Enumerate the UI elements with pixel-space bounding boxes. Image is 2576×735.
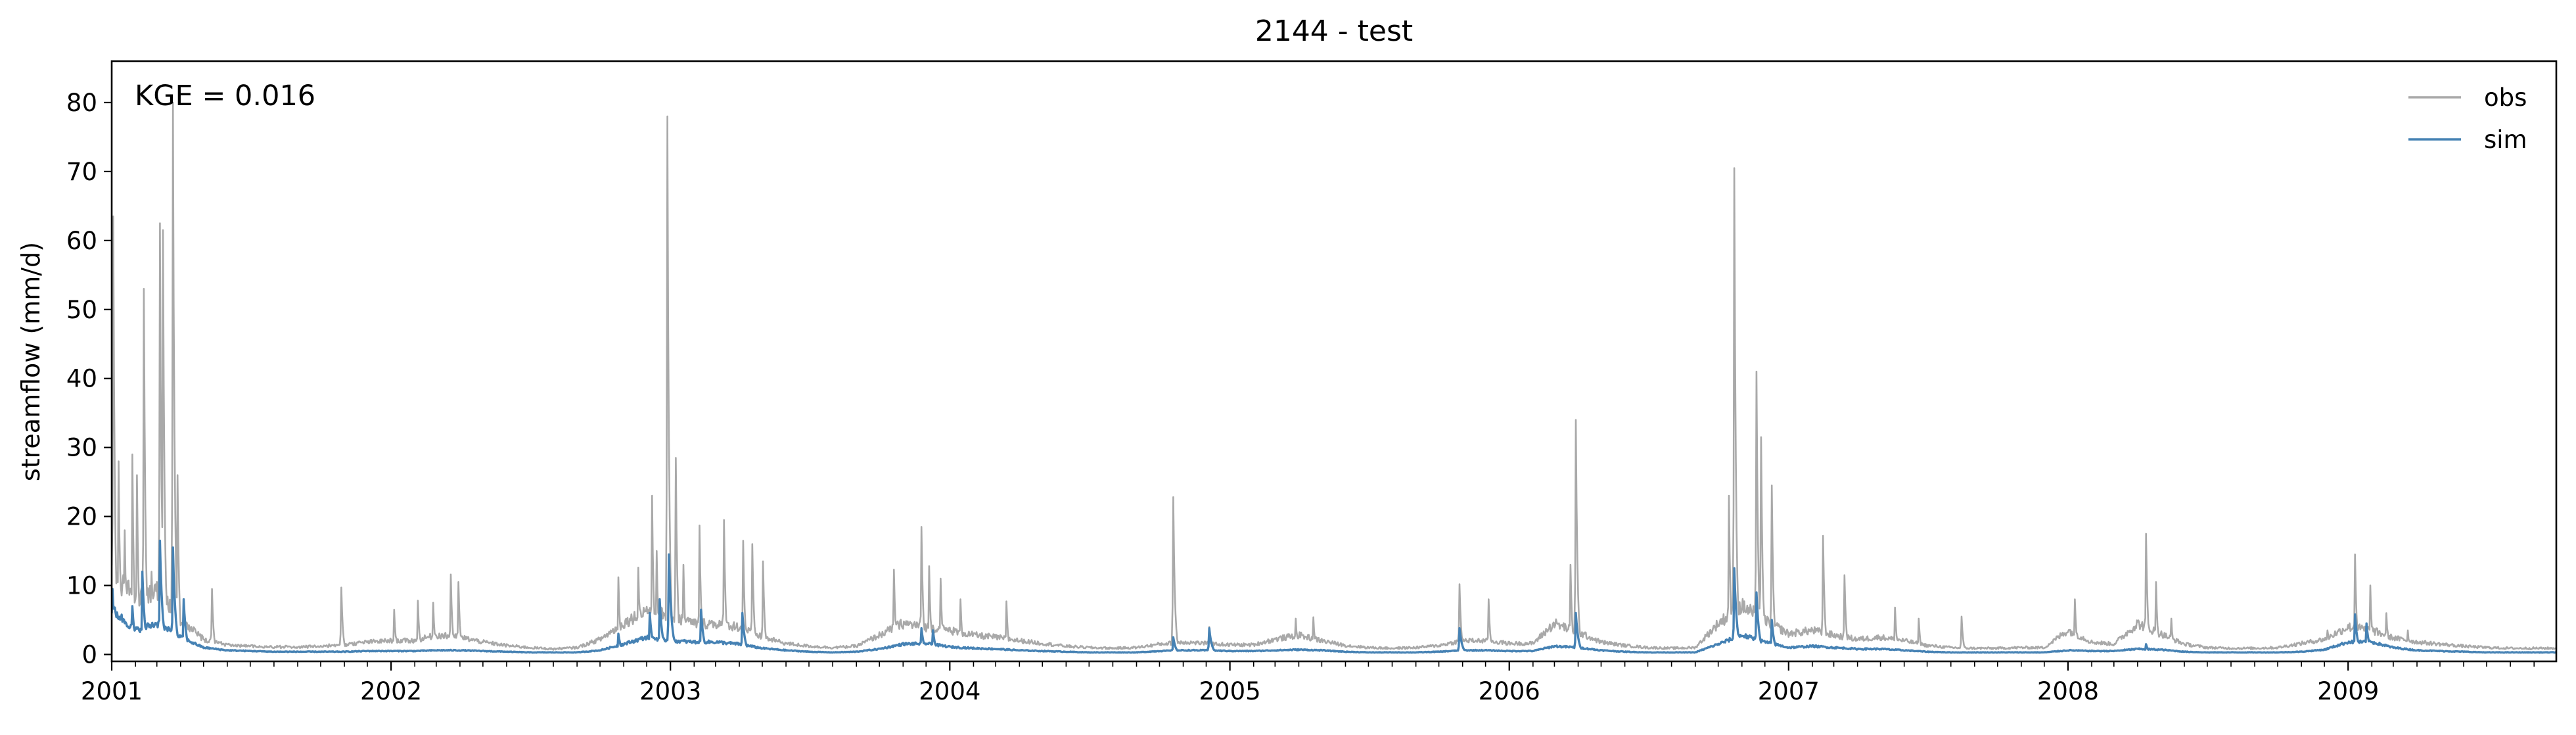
y-tick-label: 20 <box>66 503 97 531</box>
x-tick-label: 2007 <box>1758 677 1820 705</box>
x-tick-label: 2004 <box>919 677 980 705</box>
x-tick-label: 2001 <box>81 677 143 705</box>
plot-area <box>112 101 2556 654</box>
y-tick-label: 40 <box>66 365 97 393</box>
y-axis-label: streamflow (mm/d) <box>16 242 45 481</box>
axes-frame <box>110 60 2558 663</box>
legend-obs-label: obs <box>2484 83 2527 112</box>
y-tick-label: 0 <box>81 641 97 669</box>
y-tick-label: 10 <box>66 572 97 600</box>
obs-series-line <box>112 101 2556 651</box>
sim-line <box>112 539 2556 654</box>
x-tick-label: 2008 <box>2037 677 2099 705</box>
x-tick-label: 2006 <box>1479 677 1540 705</box>
chart-title: 2144 - test <box>1255 14 1413 48</box>
y-tick-label: 70 <box>66 158 97 186</box>
y-tick-label: 60 <box>66 227 97 255</box>
kge-annotation: KGE = 0.016 <box>135 80 315 112</box>
legend: obs sim <box>2408 83 2527 154</box>
y-tick-label: 30 <box>66 434 97 462</box>
y-tick-label: 50 <box>66 296 97 324</box>
obs-line <box>112 101 2556 651</box>
y-tick-label: 80 <box>66 89 97 117</box>
sim-series-line <box>112 539 2556 654</box>
x-tick-label: 2003 <box>639 677 701 705</box>
x-tick-label: 2009 <box>2317 677 2379 705</box>
legend-sim-label: sim <box>2484 126 2527 154</box>
y-axis: 0 10 20 30 40 50 60 70 80 <box>66 89 112 669</box>
x-tick-label: 2005 <box>1199 677 1261 705</box>
x-tick-label: 2002 <box>360 677 422 705</box>
x-axis: 2001 2002 2003 2004 2005 2006 2007 2008 2009 <box>81 661 2535 705</box>
